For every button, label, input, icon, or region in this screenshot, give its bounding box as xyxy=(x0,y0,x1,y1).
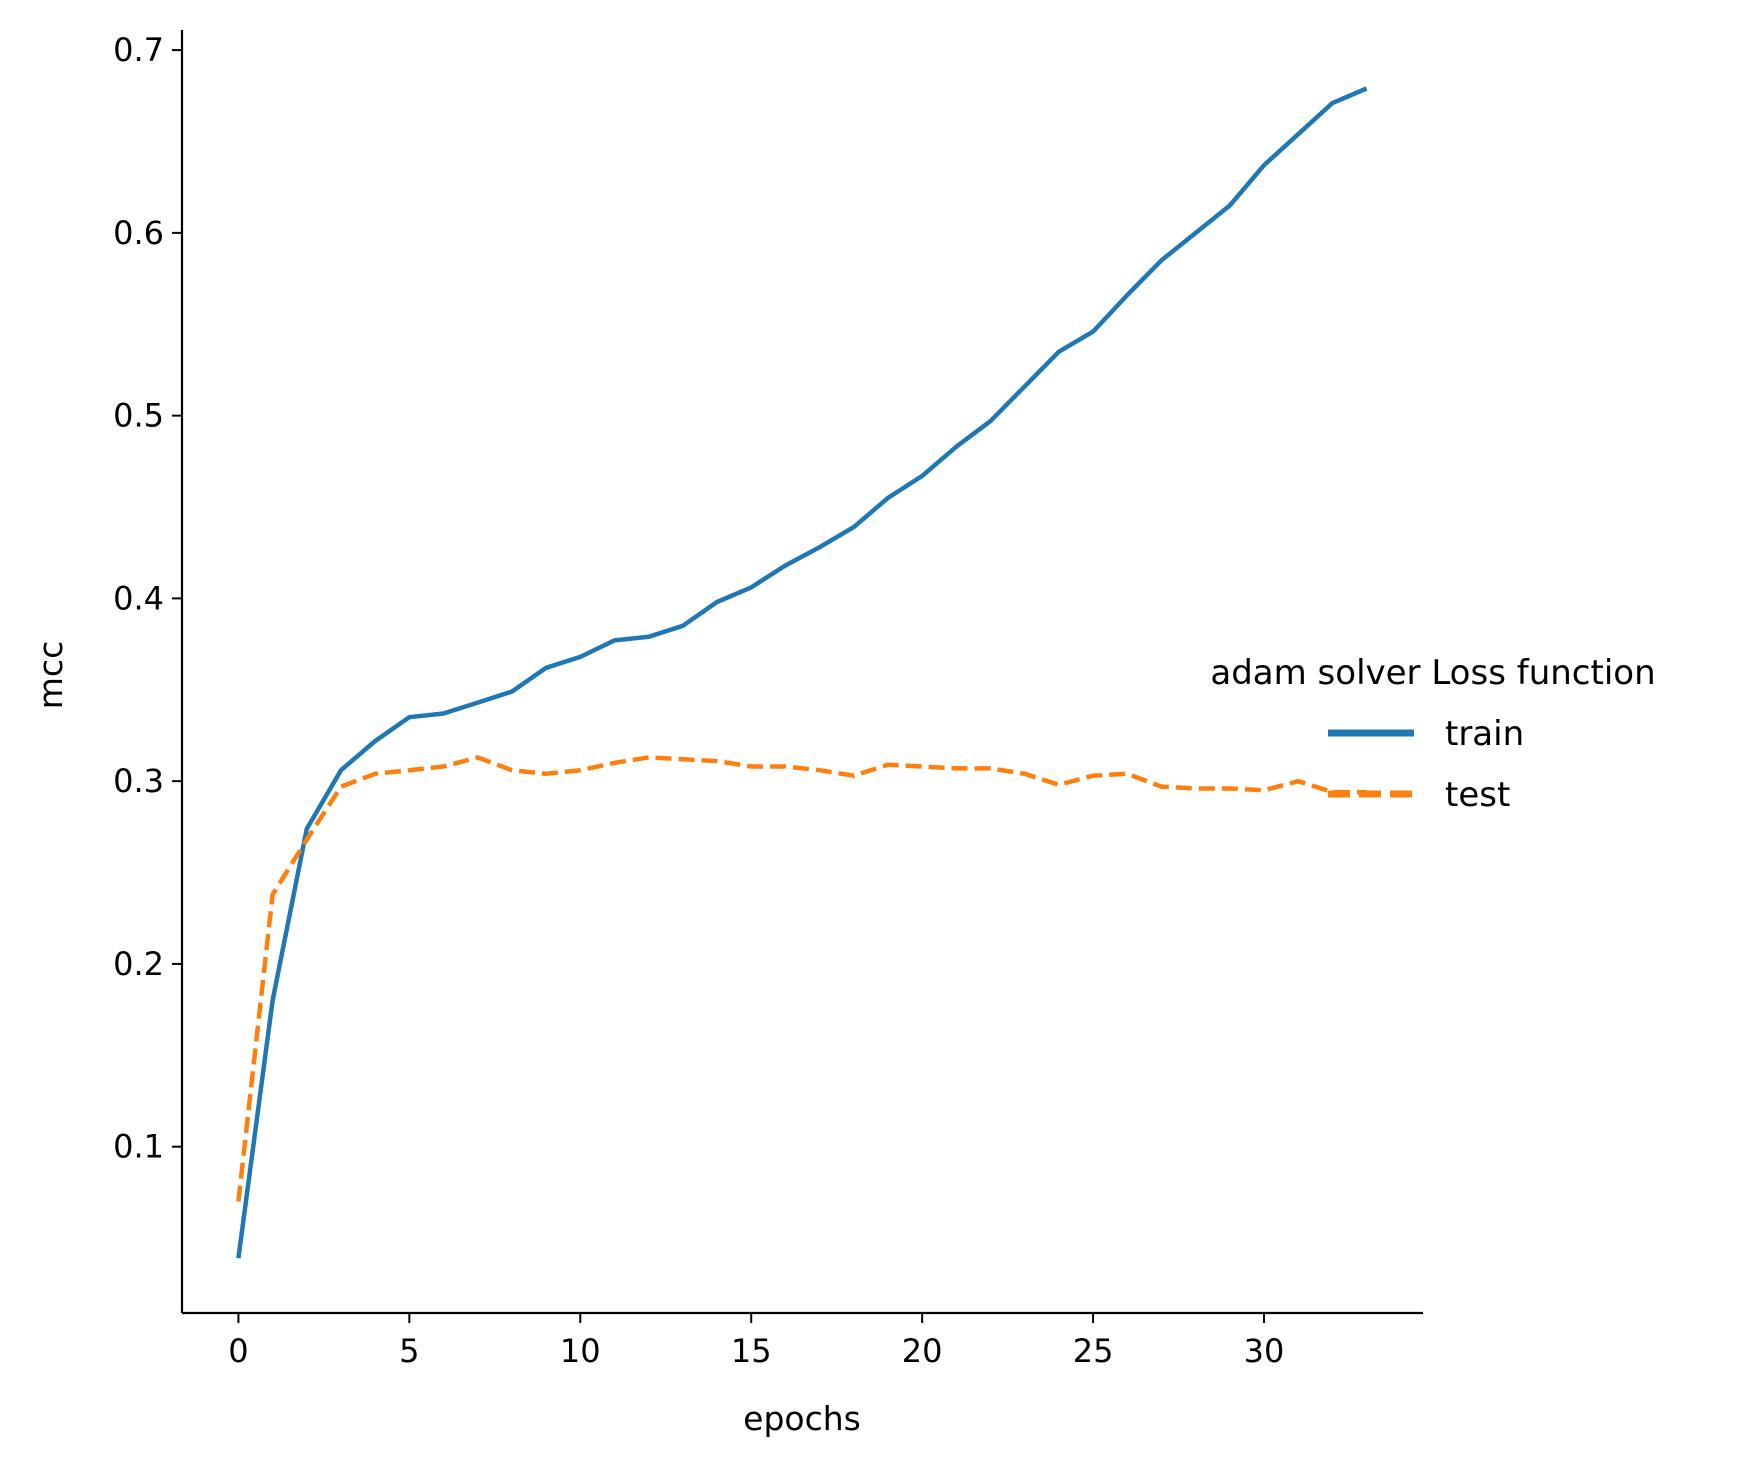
series-line-test xyxy=(236,755,1367,1202)
x-tick-label: 20 xyxy=(902,1332,943,1370)
y-tick-label: 0.1 xyxy=(113,1128,164,1166)
x-axis-ticks: 0 5 10 15 20 25 30 xyxy=(228,1313,1284,1370)
x-axis-label: epochs xyxy=(743,1399,861,1438)
x-tick-label: 5 xyxy=(399,1332,419,1370)
x-tick-label: 25 xyxy=(1073,1332,1114,1370)
y-tick-label: 0.7 xyxy=(113,31,164,69)
series-layer xyxy=(236,86,1368,1259)
legend-label-train: train xyxy=(1445,714,1524,754)
x-tick-label: 15 xyxy=(731,1332,772,1370)
y-tick-label: 0.6 xyxy=(113,214,164,252)
y-axis-label: mcc xyxy=(31,641,70,709)
x-tick-label: 0 xyxy=(228,1332,248,1370)
y-axis-ticks: 0.1 0.2 0.3 0.4 0.5 0.6 0.7 xyxy=(113,31,182,1166)
y-tick-label: 0.2 xyxy=(113,945,164,983)
y-tick-label: 0.5 xyxy=(113,397,164,435)
legend-items: train test xyxy=(1328,714,1524,815)
legend-label-test: test xyxy=(1445,775,1510,815)
legend-title: adam solver Loss function xyxy=(1210,653,1655,693)
y-tick-label: 0.3 xyxy=(113,762,164,800)
legend: adam solver Loss function train test xyxy=(1210,653,1655,815)
x-tick-label: 30 xyxy=(1244,1332,1285,1370)
x-tick-label: 10 xyxy=(560,1332,601,1370)
plot-area: 0 5 10 15 20 25 30 0.1 0.2 0.3 0.4 0.5 0.6 0.7 xyxy=(113,30,1423,1370)
y-tick-label: 0.4 xyxy=(113,579,164,617)
series-line-train xyxy=(236,86,1368,1259)
